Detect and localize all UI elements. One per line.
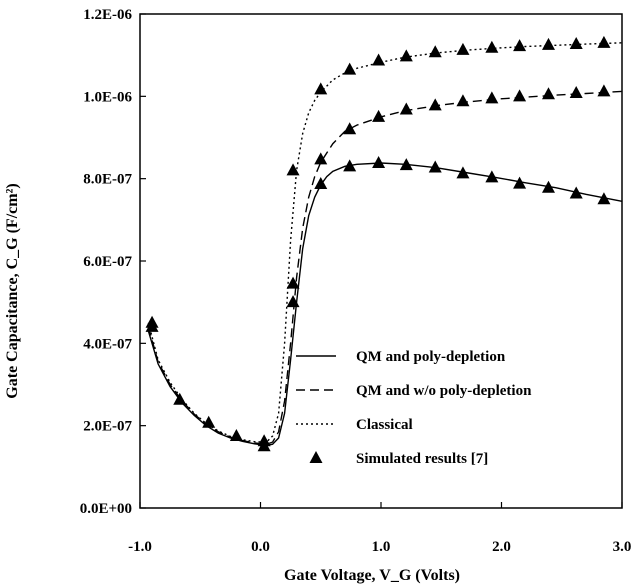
- y-tick-label: 1.2E-06: [83, 7, 132, 23]
- y-tick-label: 1.0E-06: [83, 89, 132, 105]
- simulated-point: [314, 82, 328, 95]
- simulated-point: [229, 428, 243, 441]
- simulated-point: [428, 98, 442, 111]
- simulated-point: [428, 45, 442, 58]
- y-tick-label: 0.0E+00: [80, 501, 132, 517]
- simulated-point: [541, 87, 555, 100]
- legend-label: QM and w/o poly-depletion: [356, 383, 532, 399]
- simulated-point: [428, 160, 442, 173]
- legend-label: Simulated results [7]: [356, 451, 488, 467]
- simulated-point: [569, 86, 583, 99]
- y-tick-label: 2.0E-07: [83, 419, 132, 435]
- simulated-point: [286, 163, 300, 176]
- simulated-point: [485, 170, 499, 183]
- x-axis-title-text: Gate Voltage, V_G (Volts): [284, 567, 460, 584]
- series-line-solid: [147, 162, 623, 447]
- y-tick-label: 6.0E-07: [83, 254, 132, 270]
- simulated-point: [343, 62, 357, 75]
- simulated-point: [173, 392, 187, 405]
- simulated-point: [145, 315, 159, 328]
- simulated-point: [456, 42, 470, 55]
- simulated-point: [372, 109, 386, 122]
- simulated-point: [314, 152, 328, 165]
- x-tick-label: 1.0: [372, 539, 391, 555]
- simulated-point: [314, 177, 328, 190]
- simulated-point: [372, 53, 386, 66]
- simulated-point: [257, 434, 271, 447]
- y-axis-title-text: Gate Capacitance, C_G (F/cm²): [4, 183, 21, 398]
- simulated-point: [286, 295, 300, 308]
- legend-label: Classical: [356, 417, 413, 433]
- simulated-point: [569, 37, 583, 50]
- simulated-point: [513, 89, 527, 102]
- simulated-point: [485, 91, 499, 104]
- x-tick-label: -1.0: [128, 539, 152, 555]
- y-axis-title: Gate Capacitance, C_G (F/cm²): [4, 183, 21, 398]
- simulated-point: [399, 102, 413, 115]
- simulated-point: [343, 122, 357, 135]
- plot-area: [139, 13, 623, 509]
- simulated-point: [485, 40, 499, 53]
- y-tick-label: 8.0E-07: [83, 172, 132, 188]
- simulated-point: [513, 39, 527, 52]
- simulated-point: [541, 37, 555, 50]
- y-tick-label: 4.0E-07: [83, 336, 132, 352]
- x-tick-label: 3.0: [613, 539, 632, 555]
- x-axis-title: Gate Voltage, V_G (Volts): [284, 567, 460, 584]
- simulated-point: [456, 166, 470, 179]
- simulated-point: [286, 276, 300, 289]
- simulated-point: [202, 415, 216, 428]
- simulated-point: [569, 186, 583, 199]
- simulated-point: [399, 158, 413, 171]
- simulated-point: [513, 176, 527, 189]
- simulated-point: [597, 192, 611, 205]
- simulated-point: [372, 156, 386, 169]
- simulated-point: [541, 180, 555, 193]
- simulated-point: [597, 84, 611, 97]
- simulated-point: [343, 159, 357, 172]
- simulated-point: [456, 94, 470, 107]
- simulated-point: [399, 49, 413, 62]
- simulated-point: [597, 35, 611, 48]
- x-tick-label: 0.0: [251, 539, 270, 555]
- legend-marker: [309, 451, 323, 463]
- x-tick-label: 2.0: [492, 539, 511, 555]
- legend-label: QM and poly-depletion: [356, 349, 506, 365]
